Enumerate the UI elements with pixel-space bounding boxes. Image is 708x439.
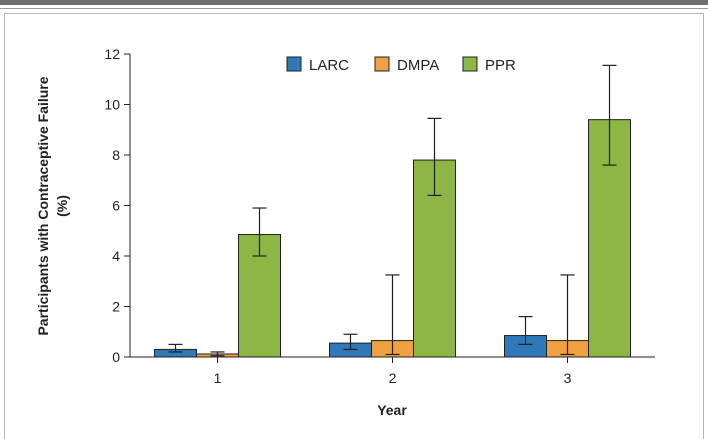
x-axis-title: Year [377,402,407,418]
x-tick-label-2: 2 [389,370,397,386]
legend-label-larc: LARC [309,57,349,74]
legend-swatch-dmpa [374,56,390,72]
legend-label-ppr: PPR [485,57,516,74]
x-tick-label-3: 3 [564,370,572,386]
legend-swatch-larc [286,56,302,72]
y-tick-label-4: 4 [112,248,120,264]
chart-panel [4,13,704,439]
legend-swatch-ppr [462,56,478,72]
y-tick-label-6: 6 [112,198,120,214]
top-rule-thick [0,0,708,5]
y-tick-label-0: 0 [112,349,120,365]
top-rule-thin [0,8,708,9]
y-axis-title-line1: Participants with Contraceptive Failure [35,76,51,335]
y-tick-label-12: 12 [104,46,120,62]
y-tick-label-8: 8 [112,147,120,163]
x-tick-label-1: 1 [214,370,222,386]
legend-label-dmpa: DMPA [397,57,439,74]
error-bars [168,64,617,357]
y-axis-title-line2: (%) [54,195,70,217]
y-tick-label-10: 10 [104,97,120,113]
legend: LARC DMPA PPR [286,56,516,74]
y-tick-label-2: 2 [112,299,120,315]
